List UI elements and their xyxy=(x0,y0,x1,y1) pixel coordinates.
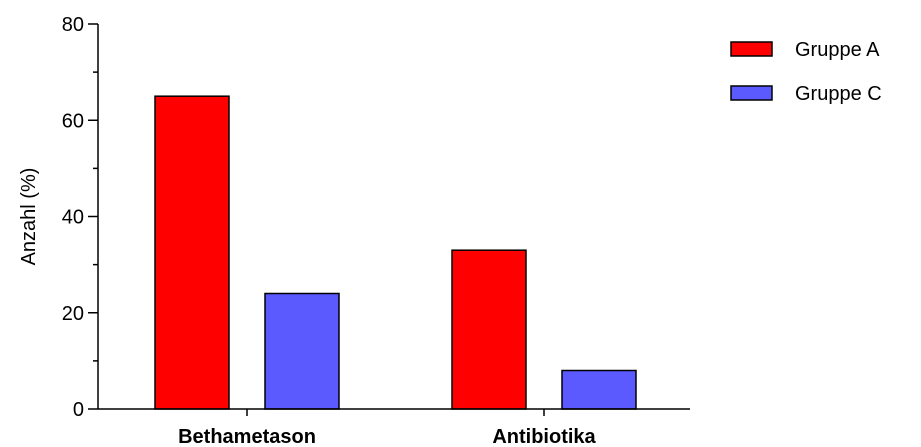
legend-label: Gruppe A xyxy=(795,39,880,61)
bar-gruppe-a-antibiotika xyxy=(451,249,527,410)
legend-swatch xyxy=(730,41,773,57)
legend-swatch xyxy=(730,85,773,101)
y-tick-label: 20 xyxy=(62,303,84,325)
bar-gruppe-c-antibiotika xyxy=(561,369,637,410)
y-tick-label: 60 xyxy=(62,110,84,132)
x-category-label: Bethametason xyxy=(178,426,316,447)
y-axis-title: Anzahl (%) xyxy=(18,168,40,266)
plot-area xyxy=(154,95,637,410)
axes: 0 20 40 60 80 Bethametason Antibiotika Anzahl (… xyxy=(18,14,690,447)
y-tick-label: 80 xyxy=(62,14,84,36)
y-tick-label: 0 xyxy=(73,399,84,421)
y-tick-label: 40 xyxy=(62,207,84,229)
x-category-label: Antibiotika xyxy=(492,426,596,447)
legend-label: Gruppe C xyxy=(795,83,882,105)
bar-gruppe-a-bethametason xyxy=(154,95,230,410)
legend: Gruppe A Gruppe C xyxy=(730,39,882,105)
bar-gruppe-c-bethametason xyxy=(264,292,340,410)
